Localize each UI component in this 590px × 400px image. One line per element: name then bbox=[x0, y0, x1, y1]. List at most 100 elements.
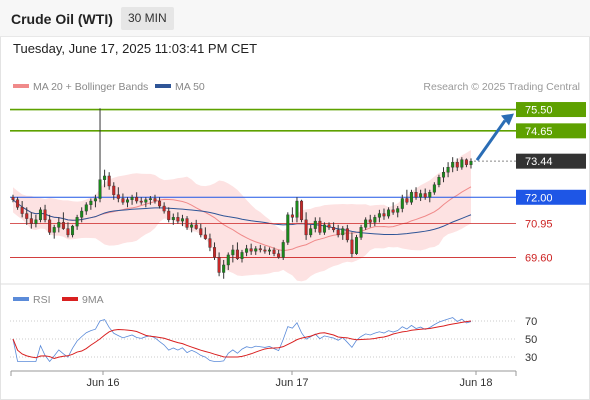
ma20-legend-swatch bbox=[13, 84, 29, 88]
forecast-arrow bbox=[475, 119, 507, 162]
candle-body bbox=[377, 213, 381, 218]
candle-body bbox=[135, 197, 139, 202]
candle-body bbox=[469, 160, 473, 165]
ma50-legend-label: MA 50 bbox=[175, 81, 205, 93]
candle-body bbox=[167, 210, 171, 221]
candle-body bbox=[43, 209, 47, 221]
candle-body bbox=[34, 219, 38, 224]
rsi-tick-50: 50 bbox=[525, 334, 537, 346]
candle-body bbox=[185, 218, 189, 228]
candle-body bbox=[382, 213, 386, 217]
candle-body bbox=[38, 209, 42, 221]
candle-body bbox=[226, 254, 230, 266]
candle-body bbox=[272, 249, 276, 254]
level-tag-74.65 bbox=[516, 123, 586, 139]
candle-body bbox=[240, 252, 244, 259]
ma50-legend-swatch bbox=[155, 84, 171, 88]
candle-body bbox=[460, 159, 464, 168]
candle-body bbox=[455, 161, 459, 168]
level-label-74.65: 74.65 bbox=[525, 126, 553, 138]
candle-body bbox=[57, 222, 61, 228]
candle-body bbox=[332, 227, 336, 231]
candle-body bbox=[327, 224, 331, 228]
candle-body bbox=[194, 224, 198, 229]
candle-body bbox=[405, 198, 409, 203]
candle-body bbox=[208, 238, 212, 248]
x-tick-label: Jun 16 bbox=[86, 377, 119, 389]
candle-body bbox=[437, 177, 441, 185]
candle-body bbox=[428, 192, 432, 198]
level-label-72.00: 72.00 bbox=[525, 192, 553, 204]
candle-body bbox=[286, 214, 290, 243]
candle-body bbox=[144, 199, 148, 203]
candle-body bbox=[423, 193, 427, 198]
candle-body bbox=[442, 172, 446, 178]
candle-body bbox=[295, 200, 299, 218]
candle-body bbox=[355, 237, 359, 254]
rsi-tick-30: 30 bbox=[525, 352, 537, 364]
rsi-legend: RSI 9MA bbox=[13, 294, 104, 306]
candle-body bbox=[89, 200, 93, 205]
candle-body bbox=[245, 248, 249, 253]
ma9-legend-label: 9MA bbox=[82, 294, 104, 306]
candle-body bbox=[199, 228, 203, 236]
candle-body bbox=[350, 239, 354, 254]
candle-body bbox=[309, 228, 313, 236]
candle-body bbox=[130, 197, 134, 200]
candle-body bbox=[75, 217, 79, 227]
instrument-title: Crude Oil (WTI) bbox=[11, 11, 113, 27]
candle-body bbox=[359, 227, 363, 238]
candle-body bbox=[391, 209, 395, 213]
level-tag-73.44 bbox=[516, 153, 586, 169]
candle-body bbox=[304, 219, 308, 236]
candle-body bbox=[364, 219, 368, 228]
candle-body bbox=[345, 228, 349, 241]
candle-body bbox=[93, 198, 97, 202]
rsi-legend-label: RSI bbox=[33, 294, 51, 306]
candle-body bbox=[16, 199, 20, 208]
candle-body bbox=[464, 159, 468, 165]
candle-body bbox=[373, 217, 377, 223]
candle-body bbox=[414, 192, 418, 198]
candle-body bbox=[162, 205, 166, 212]
candle-body bbox=[71, 225, 75, 236]
x-tick-label: Jun 18 bbox=[459, 377, 492, 389]
forecast-arrowhead bbox=[501, 113, 514, 126]
candle-body bbox=[80, 210, 84, 218]
candle-body bbox=[322, 224, 326, 233]
interval-selector[interactable]: 30 MIN bbox=[121, 7, 174, 30]
candle-body bbox=[263, 249, 267, 252]
candle-body bbox=[66, 228, 70, 236]
candle-body bbox=[103, 175, 107, 180]
candle-body bbox=[409, 192, 413, 203]
candle-body bbox=[368, 219, 372, 223]
candle-body bbox=[249, 248, 253, 252]
candle-body bbox=[387, 209, 391, 217]
candle-body bbox=[153, 198, 157, 202]
candle-body bbox=[213, 247, 217, 258]
candle-body bbox=[300, 200, 304, 221]
rsi-line bbox=[12, 317, 472, 363]
candle-body bbox=[180, 218, 184, 222]
candle-body bbox=[98, 179, 102, 199]
candle-body bbox=[446, 166, 450, 173]
candle-body bbox=[222, 264, 226, 273]
candle-body bbox=[336, 229, 340, 236]
candle-body bbox=[432, 184, 436, 193]
candle-body bbox=[290, 214, 294, 218]
copyright-credit: Research © 2025 Trading Central bbox=[423, 81, 580, 93]
level-tag-75.50 bbox=[516, 102, 586, 118]
rsi-tick-70: 70 bbox=[525, 316, 537, 328]
header-bar: Crude Oil (WTI) 30 MIN bbox=[0, 0, 590, 37]
candle-body bbox=[396, 208, 400, 213]
ma20-legend-label: MA 20 + Bollinger Bands bbox=[33, 81, 148, 93]
rsi-ma9-line bbox=[12, 320, 472, 359]
chart-datetime: Tuesday, June 17, 2025 11:03:41 PM CET bbox=[13, 41, 258, 56]
level-label-69.60: 69.60 bbox=[525, 252, 553, 264]
level-label-73.44: 73.44 bbox=[525, 156, 553, 168]
candle-body bbox=[258, 248, 262, 251]
candle-body bbox=[107, 175, 111, 187]
candle-body bbox=[318, 220, 322, 233]
x-tick-label: Jun 17 bbox=[275, 377, 308, 389]
